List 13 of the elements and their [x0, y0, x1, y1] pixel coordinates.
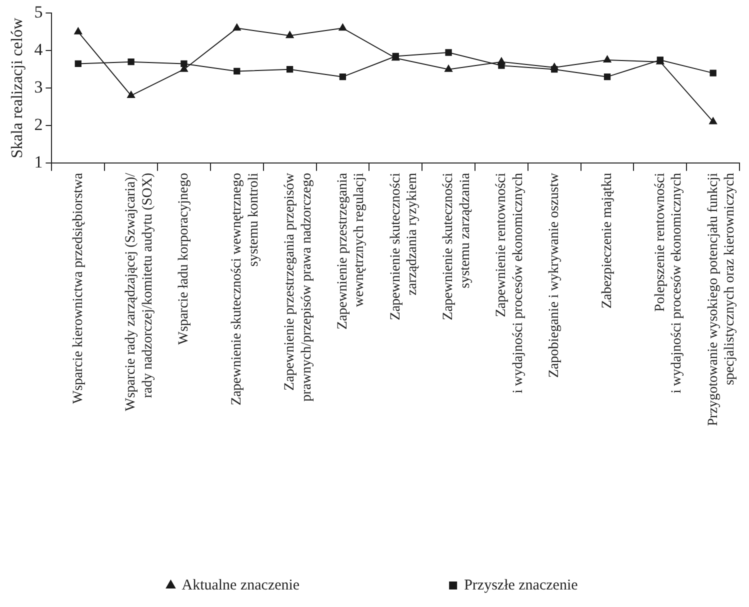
x-tick-label: Wsparcie ładu korporacyjnego: [176, 172, 192, 345]
y-tick-label: 4: [34, 40, 44, 60]
legend-label: Przyszłe znaczenie: [464, 577, 578, 594]
x-tick-label: Wsparcie kierownictwa przedsiębiorstwa: [70, 172, 86, 404]
y-tick-label: 2: [34, 114, 43, 134]
y-tick-label: 5: [34, 2, 43, 22]
x-tick-label: Zapobieganie i wykrywanie oszustw: [547, 172, 562, 378]
y-tick-label: 1: [34, 152, 43, 172]
x-tick-label: Wsparcie rady zarządzającej (Szwajcaria)/ rady nadzorczej/komitetu audytu (SOX): [124, 172, 156, 412]
legend-label: Aktualne znaczenie: [182, 577, 300, 594]
y-tick-label: 3: [34, 78, 43, 97]
y-axis-title: Skala realizacji celów: [8, 17, 26, 158]
x-tick-label: Zabezpieczenie majątku: [600, 172, 615, 309]
